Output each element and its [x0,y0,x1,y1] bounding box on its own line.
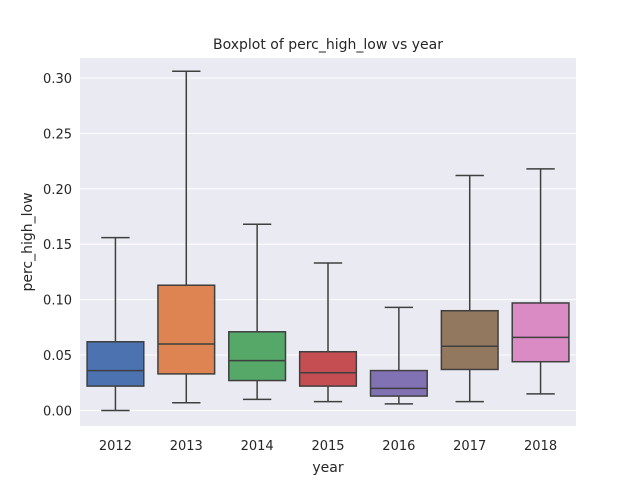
box-2012 [86,236,145,412]
iqr-box [228,331,287,382]
y-tick-label: 0.20 [43,183,72,198]
x-tick-label: 2012 [99,439,132,454]
iqr-box [440,309,499,371]
box-2014 [228,223,287,401]
x-tick-label: 2013 [170,439,203,454]
x-axis-ticks: 2012 2013 2014 2015 2016 2017 2018 [99,439,557,454]
x-axis-label: year [312,460,343,476]
x-tick-label: 2017 [453,439,486,454]
box-2016 [369,306,428,405]
box-2013 [157,70,216,404]
y-axis-ticks: 0.00 0.05 0.10 0.15 0.20 0.25 0.30 [43,72,72,420]
box-2017 [440,174,499,403]
y-tick-label: 0.15 [43,238,72,253]
chart-title: Boxplot of perc_high_low vs year [213,37,443,53]
y-tick-label: 0.30 [43,72,72,87]
iqr-box [369,369,428,397]
y-tick-label: 0.00 [43,404,72,419]
y-axis-label: perc_high_low [20,192,36,291]
iqr-box [511,302,570,363]
iqr-box [86,341,145,387]
box-2015 [298,262,358,403]
x-tick-label: 2016 [382,439,415,454]
y-tick-label: 0.10 [43,294,72,309]
iqr-box [298,350,358,387]
iqr-box [157,284,216,375]
y-tick-label: 0.05 [43,349,72,364]
y-tick-label: 0.25 [43,127,72,142]
x-tick-label: 2018 [524,439,557,454]
box-2018 [511,168,570,395]
x-tick-label: 2015 [311,439,344,454]
boxes [86,70,570,412]
x-tick-label: 2014 [241,439,274,454]
